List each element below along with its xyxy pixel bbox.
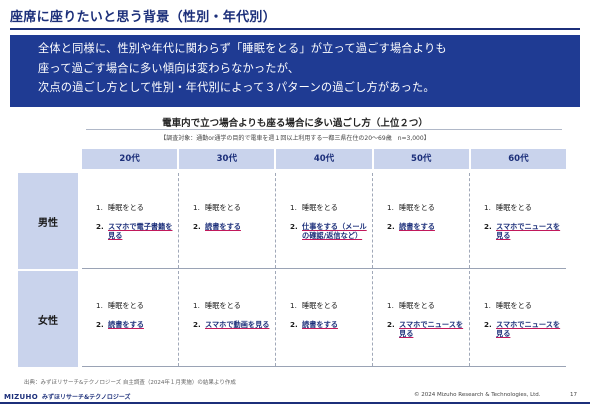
rank-item-1: 1. 睡眠をとる bbox=[96, 301, 174, 311]
rank-number: 2. bbox=[193, 221, 201, 231]
survey-note: 【調査対象：通勤or通学の目的で電車を週１回以上利用する一都三県在住の20～69… bbox=[160, 135, 430, 142]
rank-text: 睡眠をとる bbox=[496, 203, 532, 212]
rank-number: 1. bbox=[387, 203, 394, 212]
rank-text: 読書をする bbox=[399, 221, 435, 231]
rank-number: 1. bbox=[96, 203, 103, 212]
slide-title: 座席に座りたいと思う背景（性別・年代別） bbox=[10, 10, 277, 25]
rank-item-1: 1. 睡眠をとる bbox=[96, 203, 174, 213]
rank-item-2: 2. スマホでニュースを見る bbox=[387, 320, 465, 339]
rank-item-2: 2. スマホでニュースを見る bbox=[484, 320, 562, 339]
table-cell: 1. 睡眠をとる 2. スマホでニュースを見る bbox=[469, 173, 566, 268]
source-note: 出典：みずほリサーチ&テクノロジーズ 自主調査（2024年１月実施）の結果より作… bbox=[24, 380, 236, 386]
table-cell: 1. 睡眠をとる 2. スマホで電子書籍を見る bbox=[82, 173, 178, 268]
rank-text: 読書をする bbox=[302, 319, 338, 329]
table-cell: 1. 睡眠をとる 2. スマホでニュースを見る bbox=[469, 271, 566, 366]
rank-item-2: 2. 読書をする bbox=[96, 320, 174, 330]
rank-number: 2. bbox=[484, 221, 492, 231]
rank-item-1: 1. 睡眠をとる bbox=[387, 203, 465, 213]
header-50s: 50代 bbox=[373, 149, 469, 169]
table-cell: 1. 睡眠をとる 2. スマホで動画を見る bbox=[178, 271, 275, 366]
rank-text: スマホで電子書籍を見る bbox=[108, 221, 173, 241]
rank-item-2: 2. スマホで電子書籍を見る bbox=[96, 222, 174, 241]
header-30s: 30代 bbox=[179, 149, 275, 169]
rank-item-2: 2. 読書をする bbox=[290, 320, 368, 330]
table-cell: 1. 睡眠をとる 2. 仕事をする（メールの確認/返信など） bbox=[275, 173, 372, 268]
rank-text: 睡眠をとる bbox=[205, 203, 241, 212]
rank-text: スマホでニュースを見る bbox=[496, 319, 561, 339]
rank-item-2: 2. スマホでニュースを見る bbox=[484, 222, 562, 241]
age-header-row: 20代 30代 40代 50代 60代 bbox=[82, 149, 567, 169]
rank-text: 読書をする bbox=[108, 319, 144, 329]
rank-item-1: 1. 睡眠をとる bbox=[290, 203, 368, 213]
rank-text: 睡眠をとる bbox=[108, 203, 144, 212]
rank-text: スマホで動画を見る bbox=[205, 319, 270, 329]
company-logo: MIZUHO みずほリサーチ&テクノロジーズ bbox=[4, 392, 131, 401]
rank-item-2: 2. スマホで動画を見る bbox=[193, 320, 271, 330]
rank-item-2: 2. 読書をする bbox=[387, 222, 465, 232]
rank-number: 1. bbox=[96, 301, 103, 310]
rank-item-1: 1. 睡眠をとる bbox=[193, 301, 271, 311]
row-label-female: 女性 bbox=[18, 271, 78, 367]
rank-number: 1. bbox=[387, 301, 394, 310]
rank-number: 1. bbox=[193, 203, 200, 212]
rank-number: 2. bbox=[387, 319, 395, 329]
rank-text: 睡眠をとる bbox=[399, 203, 435, 212]
rank-number: 2. bbox=[96, 319, 104, 329]
rank-text: 睡眠をとる bbox=[108, 301, 144, 310]
table-cell: 1. 睡眠をとる 2. スマホでニュースを見る bbox=[372, 271, 469, 366]
title-divider bbox=[10, 28, 580, 30]
rank-number: 2. bbox=[387, 221, 395, 231]
rank-text: スマホでニュースを見る bbox=[496, 221, 561, 241]
header-60s: 60代 bbox=[470, 149, 567, 169]
rank-number: 1. bbox=[484, 301, 491, 310]
rank-text: 読書をする bbox=[205, 221, 241, 231]
table-subtitle: 電車内で立つ場合よりも座る場合に多い過ごし方（上位２つ） bbox=[162, 118, 428, 129]
page-number: 17 bbox=[570, 392, 577, 398]
banner-line-1: 全体と同様に、性別や年代に関わらず「睡眠をとる」が立って過ごす場合よりも bbox=[38, 42, 447, 55]
rank-number: 1. bbox=[290, 203, 297, 212]
rank-number: 2. bbox=[484, 319, 492, 329]
rank-number: 2. bbox=[96, 221, 104, 231]
rank-item-1: 1. 睡眠をとる bbox=[484, 301, 562, 311]
rank-item-1: 1. 睡眠をとる bbox=[484, 203, 562, 213]
rank-number: 2. bbox=[290, 319, 298, 329]
rank-item-1: 1. 睡眠をとる bbox=[193, 203, 271, 213]
table-cell: 1. 睡眠をとる 2. 読書をする bbox=[178, 173, 275, 268]
rank-number: 2. bbox=[290, 221, 298, 231]
footer-divider bbox=[0, 402, 590, 404]
rank-item-2: 2. 仕事をする（メールの確認/返信など） bbox=[290, 222, 368, 241]
rank-text: 睡眠をとる bbox=[302, 301, 338, 310]
row-label-male: 男性 bbox=[18, 173, 78, 269]
logo-company-name: みずほリサーチ&テクノロジーズ bbox=[41, 394, 131, 401]
table-cell: 1. 睡眠をとる 2. 読書をする bbox=[275, 271, 372, 366]
rank-text: 睡眠をとる bbox=[399, 301, 435, 310]
rank-text: 睡眠をとる bbox=[205, 301, 241, 310]
rank-number: 1. bbox=[484, 203, 491, 212]
header-20s: 20代 bbox=[82, 149, 178, 169]
rank-item-1: 1. 睡眠をとる bbox=[290, 301, 368, 311]
table-cell: 1. 睡眠をとる 2. 読書をする bbox=[372, 173, 469, 268]
logo-brand: MIZUHO bbox=[4, 393, 38, 401]
row-female: 1. 睡眠をとる 2. 読書をする 1. 睡眠をとる 2. スマホで動画を見る 1. 睡眠… bbox=[82, 271, 566, 367]
rank-item-1: 1. 睡眠をとる bbox=[387, 301, 465, 311]
rank-text: 睡眠をとる bbox=[496, 301, 532, 310]
table-cell: 1. 睡眠をとる 2. 読書をする bbox=[82, 271, 178, 366]
row-male: 1. 睡眠をとる 2. スマホで電子書籍を見る 1. 睡眠をとる 2. 読書をする 1.… bbox=[82, 173, 566, 269]
subtitle-divider bbox=[86, 129, 562, 130]
rank-number: 1. bbox=[290, 301, 297, 310]
rank-text: スマホでニュースを見る bbox=[399, 319, 464, 339]
rank-item-2: 2. 読書をする bbox=[193, 222, 271, 232]
rank-number: 1. bbox=[193, 301, 200, 310]
copyright-text: © 2024 Mizuho Research & Technologies, L… bbox=[414, 392, 541, 398]
summary-banner: 全体と同様に、性別や年代に関わらず「睡眠をとる」が立って過ごす場合よりも 座って… bbox=[10, 35, 580, 107]
rank-number: 2. bbox=[193, 319, 201, 329]
header-40s: 40代 bbox=[276, 149, 372, 169]
rank-text: 睡眠をとる bbox=[302, 203, 338, 212]
rank-text: 仕事をする（メールの確認/返信など） bbox=[302, 221, 367, 241]
banner-line-2: 座って過ごす場合に多い傾向は変わらなかったが、 bbox=[38, 61, 300, 75]
banner-line-3: 次点の過ごし方として性別・年代別によって３パターンの過ごし方があった。 bbox=[38, 81, 435, 94]
